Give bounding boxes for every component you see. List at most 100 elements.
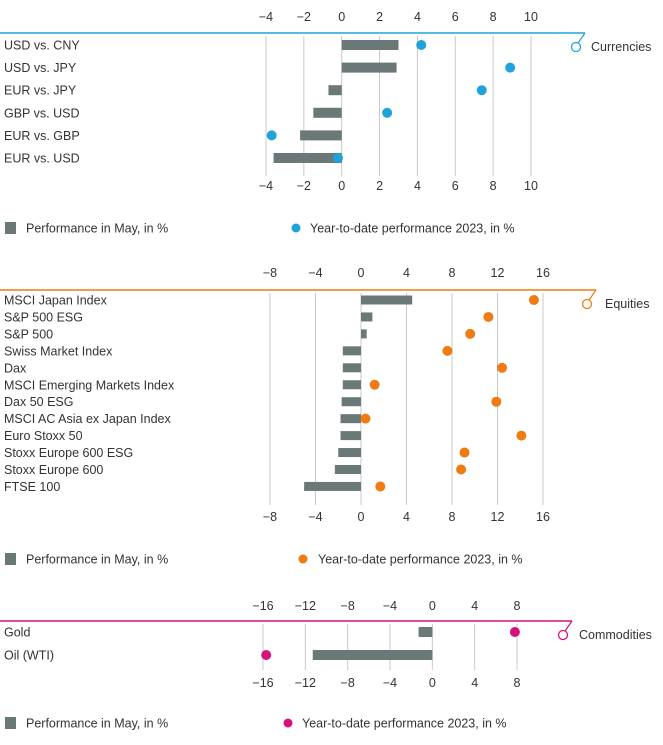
- dot-ytd-performance: [505, 62, 516, 73]
- x-tick-label-bottom: 4: [403, 510, 410, 524]
- section-marker-icon: [557, 629, 569, 641]
- dot-ytd-performance: [528, 295, 539, 305]
- section-accent-connector: [577, 32, 586, 44]
- bar-may-performance: [342, 346, 361, 356]
- category-label: Dax: [4, 361, 27, 375]
- dot-ytd-performance: [266, 130, 277, 141]
- legend-dot-label: Year-to-date performance 2023, in %: [310, 222, 515, 236]
- x-tick-label-top: 6: [452, 10, 459, 24]
- bar-may-performance: [341, 40, 399, 50]
- x-tick-label-top: −8: [341, 599, 355, 613]
- legend-bar-swatch: [5, 222, 16, 234]
- category-label: USD vs. JPY: [4, 61, 77, 75]
- category-label: MSCI AC Asia ex Japan Index: [4, 412, 172, 426]
- x-tick-label-bottom: 4: [471, 676, 478, 690]
- bar-may-performance: [338, 448, 361, 458]
- legend-dot-label: Year-to-date performance 2023, in %: [318, 553, 523, 567]
- dot-ytd-performance: [442, 345, 453, 356]
- x-tick-label-bottom: 0: [429, 676, 436, 690]
- x-tick-label-top: 4: [403, 266, 410, 280]
- legend-bar-swatch: [5, 717, 16, 729]
- dot-ytd-performance: [491, 396, 502, 407]
- section-label: Currencies: [591, 40, 651, 54]
- bar-may-performance: [273, 153, 342, 163]
- x-tick-label-top: 4: [471, 599, 478, 613]
- x-tick-label-bottom: 2: [376, 179, 383, 193]
- category-label: Oil (WTI): [4, 649, 54, 663]
- dot-ytd-performance: [382, 107, 393, 118]
- bar-may-performance: [361, 312, 373, 322]
- x-tick-label-bottom: −16: [252, 676, 273, 690]
- section-label: Equities: [605, 297, 649, 311]
- legend-bar-label: Performance in May, in %: [26, 553, 168, 567]
- x-tick-label-top: 8: [449, 266, 456, 280]
- dot-ytd-performance: [456, 464, 467, 475]
- x-tick-label-bottom: −8: [341, 676, 355, 690]
- category-label: S&P 500: [4, 327, 53, 341]
- x-tick-label-top: 12: [491, 266, 505, 280]
- x-tick-label-top: −8: [263, 266, 277, 280]
- x-tick-label-top: −16: [252, 599, 273, 613]
- legend-bar-swatch: [5, 553, 16, 565]
- bar-may-performance: [304, 481, 361, 491]
- category-label: Gold: [4, 626, 30, 640]
- x-tick-label-bottom: 12: [491, 510, 505, 524]
- bar-may-performance: [361, 295, 413, 305]
- x-tick-label-bottom: 0: [338, 179, 345, 193]
- bar-may-performance: [341, 62, 397, 73]
- x-tick-label-top: 8: [514, 599, 521, 613]
- x-tick-label-bottom: 10: [524, 179, 538, 193]
- bar-may-performance: [361, 329, 367, 339]
- section-accent-connector: [564, 620, 573, 632]
- category-label: FTSE 100: [4, 480, 60, 494]
- x-tick-label-bottom: 16: [536, 510, 550, 524]
- dot-ytd-performance: [416, 40, 427, 50]
- x-tick-label-top: 8: [490, 10, 497, 24]
- x-tick-label-bottom: −4: [383, 676, 397, 690]
- bar-may-performance: [328, 85, 342, 96]
- section-label: Commodities: [579, 628, 652, 642]
- category-label: Swiss Market Index: [4, 344, 113, 358]
- x-tick-label-top: 16: [536, 266, 550, 280]
- x-tick-label-top: 4: [414, 10, 421, 24]
- bar-may-performance: [340, 431, 361, 441]
- x-tick-label-bottom: 8: [490, 179, 497, 193]
- bar-may-performance: [418, 627, 433, 637]
- category-label: MSCI Japan Index: [4, 294, 108, 308]
- bar-may-performance: [312, 650, 433, 660]
- legend-dot-swatch: [291, 223, 301, 233]
- x-tick-label-bottom: −2: [297, 179, 311, 193]
- x-tick-label-top: 0: [429, 599, 436, 613]
- legend-dot-swatch: [298, 554, 308, 564]
- x-tick-label-top: −2: [297, 10, 311, 24]
- dot-ytd-performance: [261, 650, 272, 660]
- x-tick-label-top: −4: [308, 266, 322, 280]
- x-tick-label-bottom: 6: [452, 179, 459, 193]
- category-label: S&P 500 ESG: [4, 310, 83, 324]
- category-label: EUR vs. JPY: [4, 84, 77, 98]
- bar-may-performance: [340, 414, 361, 424]
- bar-may-performance: [300, 130, 342, 141]
- dot-ytd-performance: [375, 481, 386, 492]
- dot-ytd-performance: [332, 153, 343, 163]
- x-tick-label-top: 0: [358, 266, 365, 280]
- x-tick-label-bottom: 4: [414, 179, 421, 193]
- section-marker-icon: [570, 41, 582, 53]
- dot-ytd-performance: [483, 311, 494, 322]
- x-tick-label-top: 2: [376, 10, 383, 24]
- x-tick-label-top: −4: [259, 10, 273, 24]
- dot-ytd-performance: [509, 627, 520, 637]
- dot-ytd-performance: [465, 328, 476, 339]
- section-accent-connector: [588, 289, 597, 301]
- dot-ytd-performance: [360, 413, 371, 424]
- category-label: MSCI Emerging Markets Index: [4, 378, 175, 392]
- legend-dot-label: Year-to-date performance 2023, in %: [302, 717, 507, 731]
- legend-bar-label: Performance in May, in %: [26, 222, 168, 236]
- section-marker-icon: [581, 298, 593, 310]
- x-tick-label-bottom: −12: [295, 676, 316, 690]
- category-label: Dax 50 ESG: [4, 395, 73, 409]
- x-tick-label-bottom: −4: [259, 179, 273, 193]
- bar-may-performance: [334, 465, 361, 474]
